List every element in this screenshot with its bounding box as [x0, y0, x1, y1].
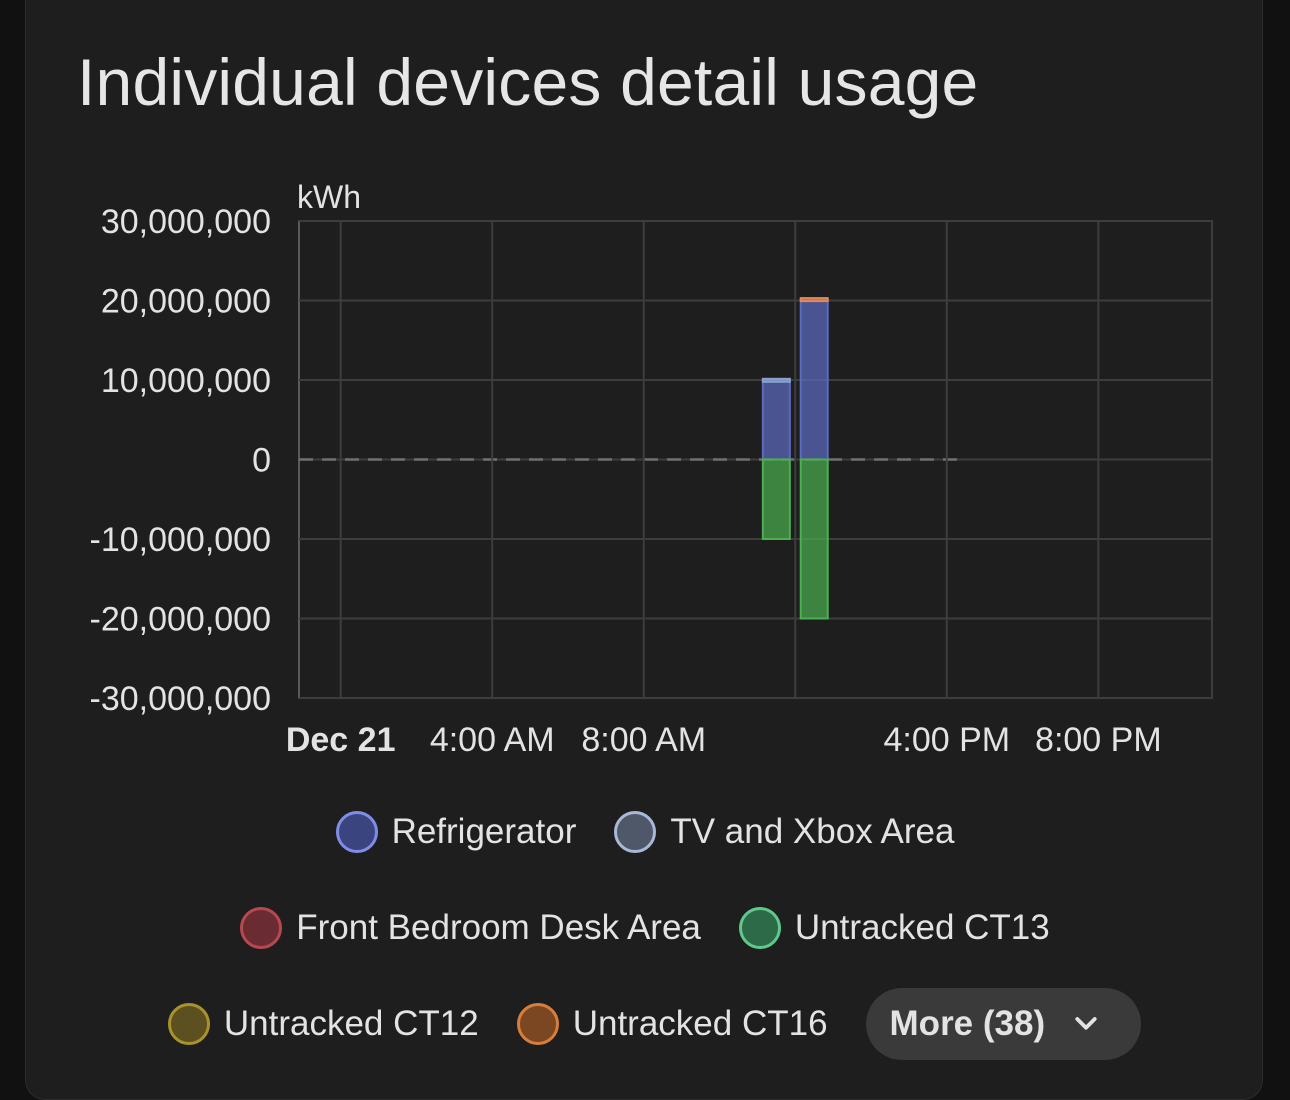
- legend-item-front-bedroom-desk-area[interactable]: Front Bedroom Desk Area: [240, 907, 701, 949]
- more-legend-button[interactable]: More (38): [865, 988, 1142, 1060]
- x-tick-label: Dec 21: [286, 721, 396, 759]
- legend-swatch-untracked-ct16: [516, 1003, 559, 1045]
- legend-swatch-untracked-ct12: [167, 1003, 210, 1045]
- x-tick-label: 4:00 AM: [430, 721, 555, 759]
- x-tick-label: 8:00 AM: [581, 721, 706, 759]
- bar-refrigerator[interactable]: [799, 299, 829, 461]
- y-tick-label: -10,000,000: [90, 521, 272, 559]
- usage-bar-chart[interactable]: 30,000,000 20,000,000 10,000,000 0 -10,000,0…: [0, 0, 1290, 780]
- legend-swatch-refrigerator: [335, 811, 378, 853]
- y-axis-unit: kWh: [297, 179, 361, 215]
- legend-item-untracked-ct12[interactable]: Untracked CT12: [167, 1003, 479, 1045]
- bar-refrigerator[interactable]: [761, 379, 791, 461]
- legend-row-2: Front Bedroom Desk Area Untracked CT13: [0, 896, 1290, 960]
- y-tick-label: 20,000,000: [101, 283, 271, 321]
- legend-item-untracked-ct13[interactable]: Untracked CT13: [738, 907, 1050, 949]
- legend-label: Untracked CT13: [794, 908, 1050, 947]
- legend-swatch-untracked-ct13: [738, 907, 781, 949]
- y-tick-label: 0: [252, 442, 271, 480]
- bar-tv-and-xbox-area[interactable]: [761, 377, 791, 383]
- legend-item-refrigerator[interactable]: Refrigerator: [335, 811, 577, 853]
- legend-label: Front Bedroom Desk Area: [296, 908, 701, 947]
- y-tick-label: -30,000,000: [90, 680, 272, 718]
- bar-untracked-ct16[interactable]: [799, 297, 829, 303]
- legend-row-1: Refrigerator TV and Xbox Area: [0, 800, 1290, 864]
- more-legend-label: More (38): [889, 1004, 1046, 1043]
- bar-untracked-ct13[interactable]: [799, 458, 829, 620]
- card-title: Individual devices detail usage: [77, 45, 979, 119]
- legend-swatch-tv-and-xbox-area: [614, 811, 657, 853]
- chart-legend: Refrigerator TV and Xbox Area Front Bedr…: [0, 800, 1290, 1088]
- legend-item-untracked-ct16[interactable]: Untracked CT16: [516, 1003, 828, 1045]
- legend-label: Refrigerator: [391, 812, 577, 851]
- chevron-down-icon: [1075, 1017, 1097, 1030]
- bar-untracked-ct13[interactable]: [761, 458, 791, 540]
- legend-label: TV and Xbox Area: [670, 812, 955, 851]
- y-tick-label: 30,000,000: [101, 203, 271, 241]
- legend-swatch-front-bedroom-desk-area: [240, 907, 283, 949]
- legend-label: Untracked CT16: [572, 1004, 828, 1043]
- x-tick-label: 8:00 PM: [1035, 721, 1162, 759]
- y-tick-label: 10,000,000: [101, 362, 271, 400]
- legend-label: Untracked CT12: [223, 1004, 479, 1043]
- y-tick-label: -20,000,000: [90, 601, 272, 639]
- legend-row-3: Untracked CT12 Untracked CT16 More (38): [0, 988, 1290, 1060]
- x-tick-label: 4:00 PM: [884, 721, 1011, 759]
- legend-item-tv-and-xbox-area[interactable]: TV and Xbox Area: [614, 811, 954, 853]
